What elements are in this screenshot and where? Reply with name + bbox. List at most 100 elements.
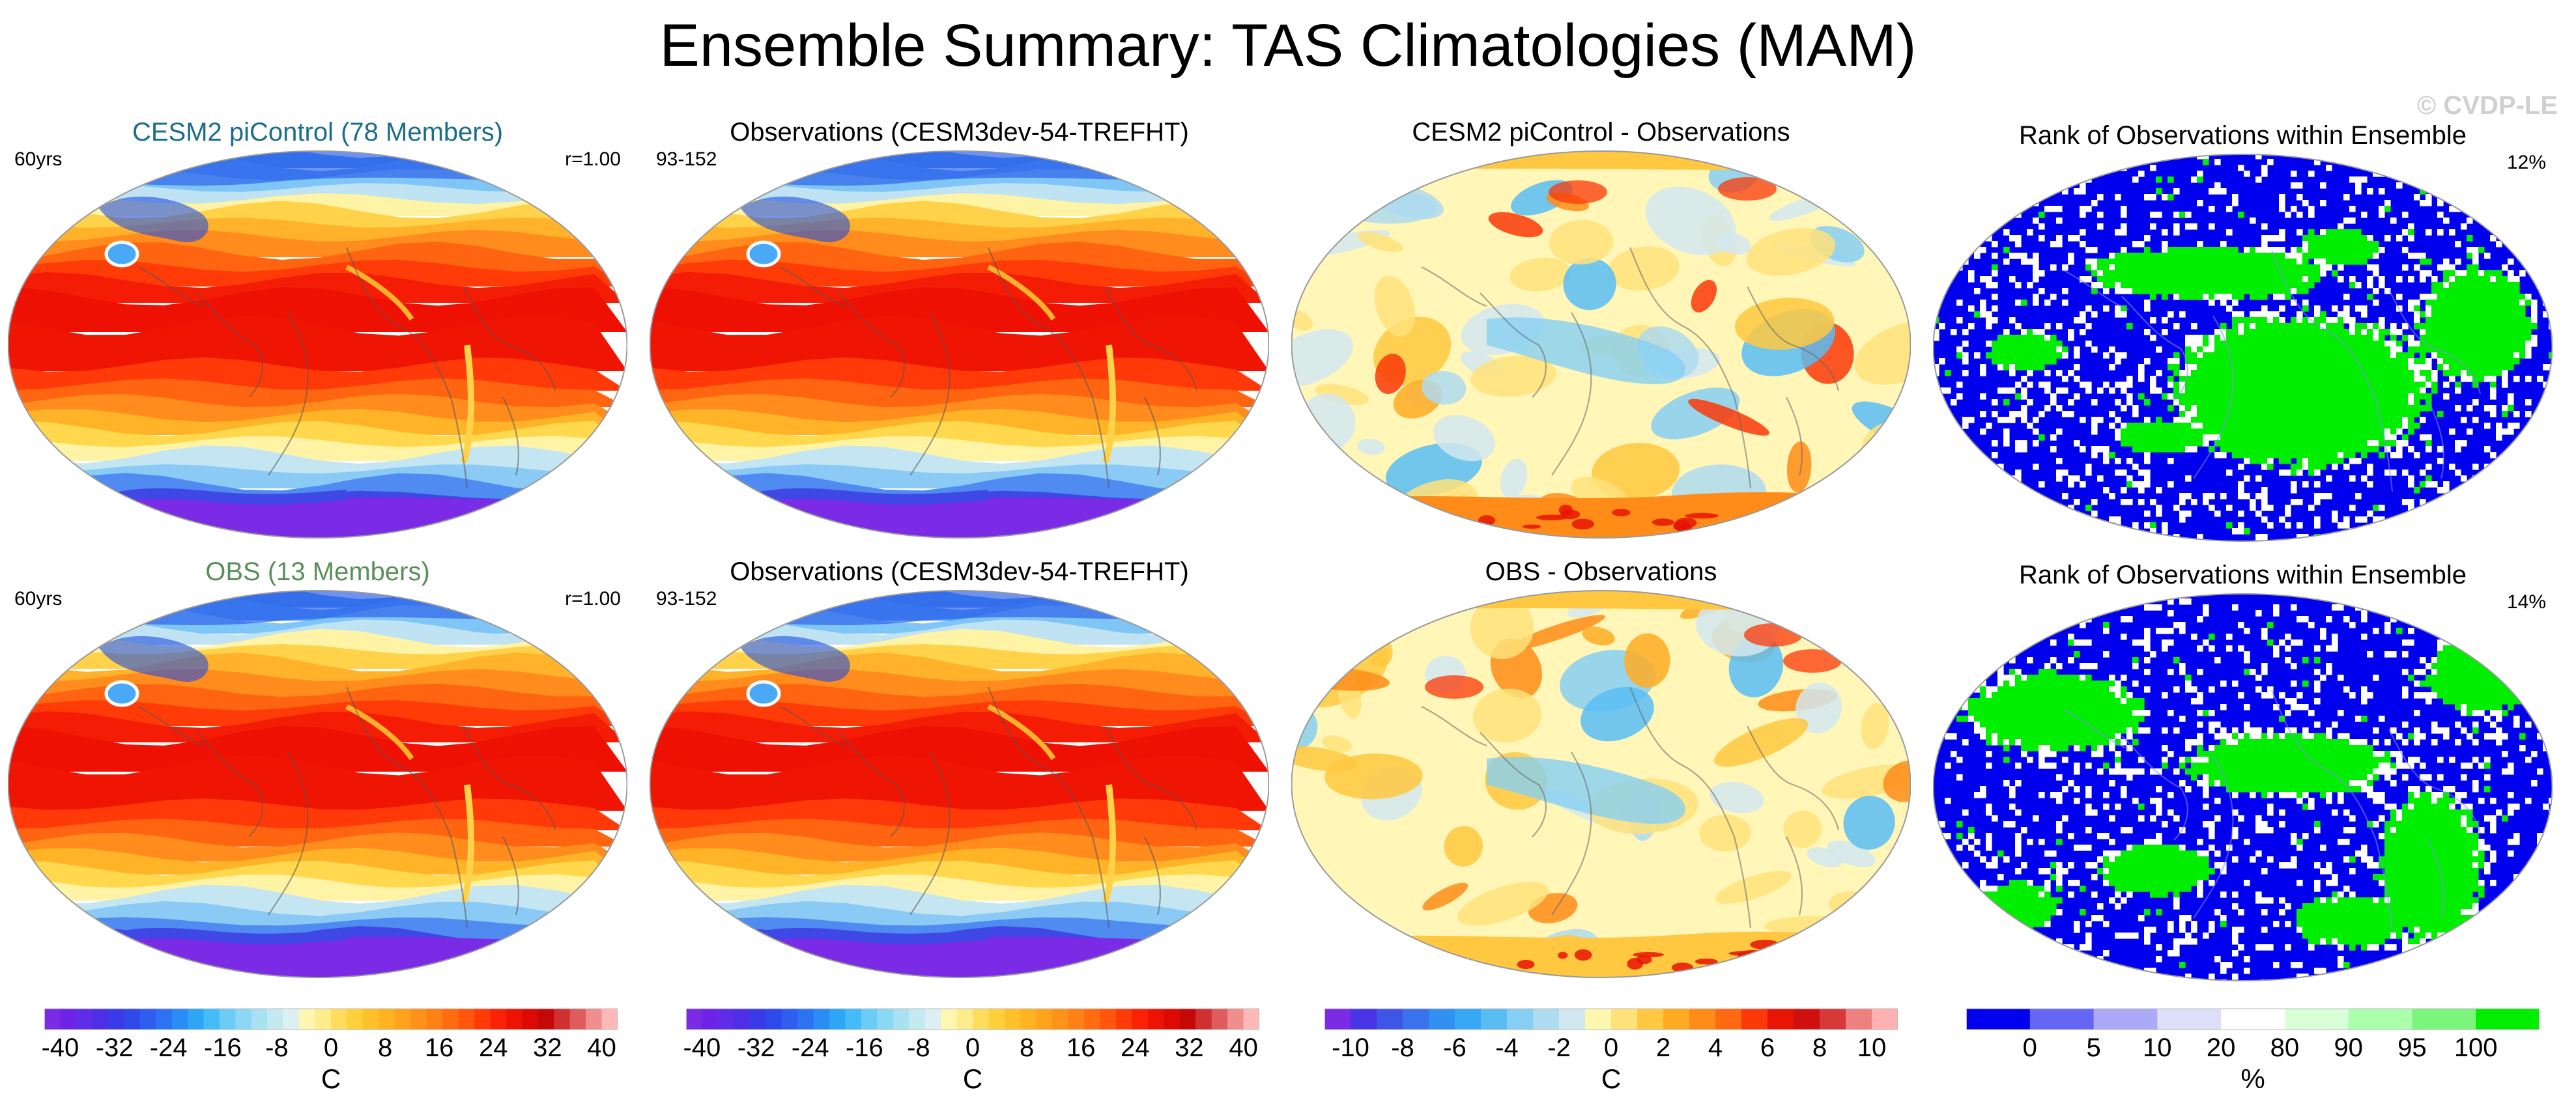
colorbar-tick-label: 4 — [1708, 1033, 1723, 1062]
colorbar-tick-label: 5 — [2086, 1033, 2101, 1062]
colorbar-swatch — [766, 1009, 782, 1030]
colorbar-climatology-2: -40 -32 -24 -16 -8 0 8 16 24 32 40 C — [683, 1007, 1259, 1099]
colorbar-swatch — [124, 1009, 141, 1030]
main-title: Ensemble Summary: TAS Climatologies (MAM… — [659, 12, 1917, 79]
colorbar-swatch — [156, 1009, 172, 1030]
colorbar-swatch — [1611, 1009, 1638, 1030]
colorbar-swatch — [1004, 1009, 1021, 1030]
colorbar-swatch — [171, 1009, 188, 1030]
panel-left-label: 60yrs — [14, 588, 63, 610]
colorbar-swatch — [1227, 1009, 1244, 1030]
colorbar-swatch — [2157, 1009, 2222, 1030]
colorbar-tick-label: 24 — [479, 1033, 508, 1062]
colorbar-swatch — [973, 1009, 989, 1030]
panel-obs-clim-2: Observations (CESM3dev-54-TREFHT) 93-152 — [642, 557, 1277, 1000]
colorbar-tick-label: -16 — [845, 1033, 883, 1062]
panel-rank-1: Rank of Observations within Ensemble 12% — [1925, 120, 2560, 563]
colorbar-swatch — [188, 1009, 204, 1030]
colorbar-swatch — [107, 1009, 124, 1030]
panel-right-label: 14% — [2506, 591, 2546, 613]
map-observations-climatology-2 — [650, 590, 1269, 978]
colorbar-unit-label: C — [321, 1063, 341, 1094]
colorbar-swatch — [861, 1009, 878, 1030]
colorbar-swatch — [569, 1009, 586, 1030]
colorbar-swatch — [235, 1009, 252, 1030]
colorbar-swatch — [379, 1009, 395, 1030]
colorbar-swatch — [2412, 1009, 2476, 1030]
map-obs-minus-obs — [1291, 590, 1911, 978]
map-obs-ensemble-climatology — [8, 590, 627, 978]
colorbar-swatch — [734, 1009, 751, 1030]
map-cesm2-climatology — [8, 150, 627, 539]
colorbar-swatch — [893, 1009, 909, 1030]
colorbar-tick-label: 0 — [2022, 1033, 2037, 1062]
colorbar-swatch — [1429, 1009, 1455, 1030]
colorbar-tick-label: -24 — [149, 1033, 188, 1062]
colorbar-swatch — [909, 1009, 926, 1030]
panel-right-label: 12% — [2506, 152, 2546, 173]
colorbar-tick-label: 10 — [1857, 1033, 1887, 1062]
colorbar-swatch — [1132, 1009, 1149, 1030]
panel-rank-2: Rank of Observations within Ensemble 14% — [1925, 560, 2560, 1003]
colorbar-tick-label: 16 — [1066, 1033, 1096, 1062]
colorbar-swatch — [554, 1009, 571, 1030]
colorbar-swatch — [331, 1009, 347, 1030]
colorbar-tick-label: -16 — [203, 1033, 242, 1062]
colorbar-swatch — [1020, 1009, 1037, 1030]
colorbar-swatches — [44, 1008, 618, 1030]
colorbar-swatch — [988, 1009, 1005, 1030]
panel-obs-diff: OBS - Observations — [1283, 557, 1919, 1000]
colorbar-tick-label: -6 — [1443, 1033, 1467, 1062]
colorbar-tick-label: 90 — [2334, 1033, 2363, 1062]
colorbar-swatch — [956, 1009, 973, 1030]
panel-left-label: 60yrs — [14, 148, 63, 170]
colorbar-tick-label: -32 — [95, 1033, 134, 1062]
colorbar-swatch — [522, 1009, 539, 1030]
panel-title: Rank of Observations within Ensemble — [2019, 561, 2467, 589]
colorbar-unit-label: % — [2240, 1063, 2265, 1094]
colorbar-swatch — [924, 1009, 941, 1030]
colorbar-swatch — [829, 1009, 846, 1030]
colorbar-unit-label: C — [962, 1063, 983, 1094]
colorbar-swatch — [1403, 1009, 1429, 1030]
colorbar-unit-label: C — [1601, 1063, 1622, 1094]
colorbar-swatch — [1084, 1009, 1100, 1030]
panel-right-label: r=1.00 — [565, 588, 621, 610]
panel-left-label: 93-152 — [656, 588, 717, 610]
panel-title: Observations (CESM3dev-54-TREFHT) — [730, 557, 1189, 586]
colorbar-swatch — [203, 1009, 220, 1030]
colorbar-tick-label: 80 — [2270, 1033, 2300, 1062]
colorbar-swatch — [76, 1009, 93, 1030]
colorbar-swatch — [717, 1009, 734, 1030]
colorbar-swatch — [1637, 1009, 1664, 1030]
colorbar-tick-label: 8 — [1019, 1033, 1035, 1062]
colorbar-swatch — [410, 1009, 427, 1030]
colorbar-swatch — [283, 1009, 300, 1030]
colorbar-tick-label: 24 — [1121, 1033, 1150, 1062]
colorbar-tick-label: 2 — [1655, 1033, 1671, 1062]
colorbar-tick-label: 10 — [2143, 1033, 2172, 1062]
colorbar-swatch — [1377, 1009, 1403, 1030]
colorbar-swatch — [1966, 1009, 2031, 1030]
colorbar-tick-label: 40 — [587, 1033, 616, 1062]
colorbar-swatch — [458, 1009, 475, 1030]
colorbar-swatch — [1481, 1009, 1508, 1030]
colorbar-tick-label: 0 — [965, 1033, 980, 1062]
colorbar-swatch — [251, 1009, 268, 1030]
colorbar-swatch — [1559, 1009, 1586, 1030]
colorbar-swatch — [1585, 1009, 1612, 1030]
colorbar-swatch — [781, 1009, 798, 1030]
panel-title: CESM2 piControl - Observations — [1412, 118, 1790, 147]
colorbar-tick-label: 8 — [1812, 1033, 1827, 1062]
colorbar-swatch — [315, 1009, 332, 1030]
colorbar-swatch — [506, 1009, 522, 1030]
colorbar-swatch — [1689, 1009, 1716, 1030]
colorbar-swatch — [394, 1009, 411, 1030]
panel-right-label: r=1.00 — [565, 148, 621, 170]
map-rank-obs — [1933, 593, 2553, 981]
panel-title: OBS (13 Members) — [205, 557, 430, 586]
colorbar-swatch — [537, 1009, 554, 1030]
colorbar-swatch — [1351, 1009, 1377, 1030]
colorbar-tick-label: -40 — [41, 1033, 79, 1062]
colorbar-swatch — [2221, 1009, 2285, 1030]
